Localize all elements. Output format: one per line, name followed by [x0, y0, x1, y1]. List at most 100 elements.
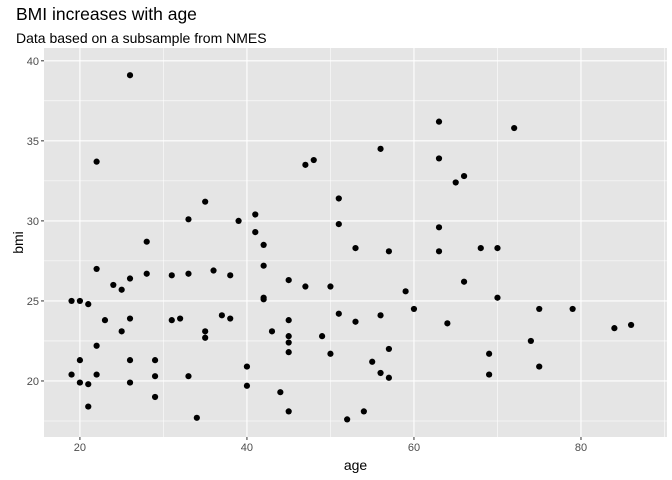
data-point	[536, 305, 543, 313]
data-point	[93, 158, 100, 165]
data-point	[85, 301, 92, 308]
chart-title: BMI increases with age	[16, 4, 197, 24]
data-point	[377, 312, 384, 319]
y-tick-label: 20	[27, 376, 39, 388]
data-point	[435, 118, 443, 125]
data-point	[177, 315, 184, 322]
data-point	[260, 296, 267, 303]
y-tick-label: 25	[27, 296, 39, 308]
data-point	[235, 217, 242, 224]
data-point	[202, 334, 209, 341]
data-point	[285, 339, 292, 346]
data-point	[143, 270, 150, 277]
data-point	[202, 198, 209, 205]
data-point	[410, 305, 418, 313]
data-point	[352, 245, 359, 252]
data-point	[285, 349, 292, 356]
data-point	[151, 373, 159, 380]
data-point	[126, 275, 134, 282]
data-point	[452, 179, 459, 186]
data-point	[611, 325, 618, 332]
data-point	[435, 224, 443, 231]
data-point	[93, 342, 100, 349]
data-point	[486, 371, 493, 378]
data-point	[285, 317, 292, 324]
data-point	[76, 357, 84, 364]
data-point	[435, 248, 443, 255]
data-point	[268, 328, 276, 335]
data-point	[402, 288, 409, 295]
y-tick-label: 30	[27, 216, 39, 228]
data-point	[460, 172, 468, 180]
data-point	[335, 310, 342, 317]
data-point	[285, 333, 292, 340]
data-point	[76, 379, 84, 386]
data-point	[118, 286, 125, 293]
data-point	[185, 373, 192, 380]
data-point	[85, 381, 92, 388]
data-point	[385, 345, 393, 353]
x-tick-label: 80	[575, 442, 587, 454]
data-point	[327, 283, 334, 290]
data-point	[327, 350, 334, 357]
data-point	[310, 156, 317, 164]
y-axis-title: bmi	[10, 231, 26, 254]
data-point	[126, 357, 134, 364]
data-point	[277, 389, 284, 396]
data-point	[76, 297, 84, 305]
data-point	[344, 416, 351, 423]
data-point	[377, 369, 384, 377]
data-point	[252, 228, 259, 236]
data-point	[101, 317, 109, 324]
data-point	[285, 277, 292, 284]
data-point	[444, 320, 451, 327]
data-point	[168, 317, 175, 324]
data-point	[68, 371, 75, 378]
data-point	[126, 72, 134, 79]
data-points	[68, 72, 635, 423]
x-tick-label: 60	[408, 442, 420, 454]
y-tick-label: 40	[27, 56, 39, 68]
data-point	[460, 278, 468, 285]
x-axis: 20 40 60 80	[74, 437, 587, 454]
data-point	[536, 363, 543, 370]
data-point	[435, 155, 443, 162]
data-point	[202, 328, 209, 335]
minor-grid	[44, 48, 667, 437]
chart-subtitle: Data based on a subsample from NMES	[16, 30, 267, 46]
data-point	[486, 350, 493, 357]
x-tick-label: 20	[74, 442, 86, 454]
data-point	[260, 241, 267, 249]
y-axis: 20 25 30 35 40	[27, 56, 44, 388]
data-point	[126, 379, 134, 386]
y-tick-label: 35	[27, 136, 39, 148]
data-point	[318, 333, 326, 340]
data-point	[569, 305, 576, 313]
data-point	[385, 248, 393, 255]
data-point	[193, 414, 200, 421]
data-point	[352, 318, 359, 325]
data-point	[243, 363, 251, 370]
data-point	[93, 371, 100, 378]
data-point	[494, 245, 501, 252]
data-point	[360, 408, 367, 415]
data-point	[527, 337, 534, 345]
data-point	[210, 267, 217, 274]
data-point	[260, 262, 267, 269]
data-point	[369, 358, 376, 365]
data-point	[627, 321, 635, 329]
data-point	[110, 281, 117, 289]
data-point	[227, 272, 234, 279]
data-point	[377, 145, 384, 152]
data-point	[494, 294, 501, 301]
data-point	[477, 245, 484, 252]
data-point	[168, 272, 175, 279]
plot-panel	[44, 48, 667, 437]
data-point	[143, 238, 150, 245]
data-point	[227, 315, 234, 322]
data-point	[511, 124, 518, 132]
data-point	[302, 161, 309, 168]
data-point	[252, 211, 259, 218]
data-point	[243, 382, 251, 389]
